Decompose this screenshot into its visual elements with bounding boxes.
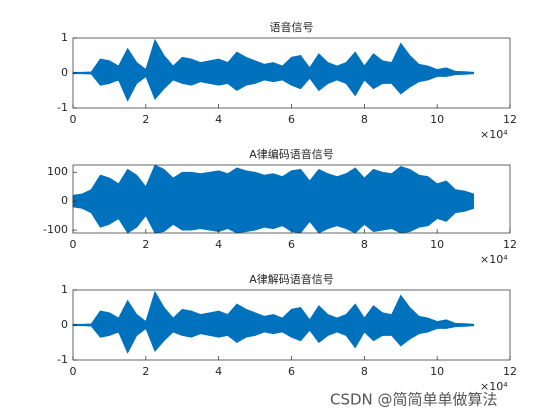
- x-tick-label: 0: [70, 238, 77, 251]
- chart-title: A律编码语音信号: [249, 147, 334, 161]
- chart-title: A律解码语音信号: [249, 272, 334, 286]
- x-tick-label: 6: [288, 238, 295, 251]
- y-tick-label: 1: [61, 283, 68, 296]
- waveform-area: [72, 200, 474, 234]
- x-tick-label: 10: [430, 365, 444, 378]
- x-tick-label: 10: [430, 113, 444, 126]
- waveform-area: [72, 38, 474, 74]
- x-tick-label: 4: [215, 113, 222, 126]
- x-tick-label: 4: [215, 238, 222, 251]
- x-tick-label: 10: [430, 238, 444, 251]
- x-tick-label: 12: [503, 365, 517, 378]
- x-tick-label: 12: [503, 113, 517, 126]
- x-tick-label: 6: [288, 113, 295, 126]
- waveform-area: [72, 72, 474, 102]
- x-tick-label: 2: [142, 238, 149, 251]
- y-tick-label: 0: [61, 66, 68, 79]
- x-tick-label: 2: [142, 365, 149, 378]
- y-tick-label: 0: [61, 318, 68, 331]
- waveform-area: [72, 324, 474, 354]
- y-tick-label: 100: [47, 165, 68, 178]
- y-tick-label: -1: [57, 353, 68, 366]
- x-multiplier: ×10⁴: [480, 128, 508, 141]
- x-tick-label: 4: [215, 365, 222, 378]
- x-multiplier: ×10⁴: [480, 380, 508, 393]
- x-tick-label: 0: [70, 113, 77, 126]
- x-tick-label: 8: [361, 113, 368, 126]
- x-tick-label: 12: [503, 238, 517, 251]
- x-tick-label: 6: [288, 365, 295, 378]
- y-tick-label: 0: [61, 194, 68, 207]
- x-multiplier: ×10⁴: [480, 253, 508, 266]
- waveform-area: [72, 164, 474, 202]
- watermark: CSDN @简简单单做算法: [330, 391, 498, 409]
- x-tick-label: 8: [361, 365, 368, 378]
- y-tick-label: 1: [61, 31, 68, 44]
- y-tick-label: -1: [57, 101, 68, 114]
- chart-title: 语音信号: [270, 20, 314, 34]
- x-tick-label: 0: [70, 365, 77, 378]
- waveform-area: [72, 290, 474, 326]
- x-tick-label: 8: [361, 238, 368, 251]
- x-tick-label: 2: [142, 113, 149, 126]
- y-tick-label: -100: [43, 223, 68, 236]
